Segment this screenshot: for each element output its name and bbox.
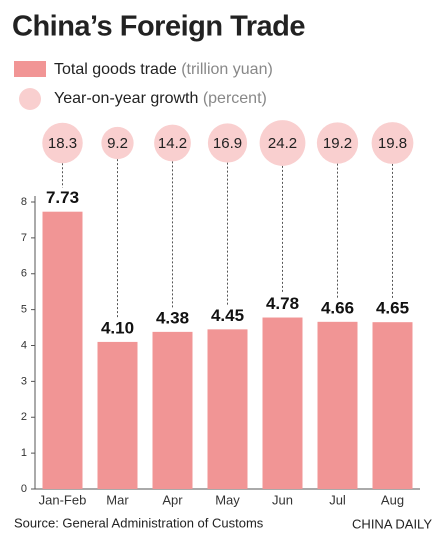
bar bbox=[372, 322, 413, 489]
y-tick-label: 7 bbox=[21, 232, 27, 244]
y-tick-label: 1 bbox=[21, 447, 27, 459]
bar bbox=[152, 331, 193, 489]
value-label: 4.45 bbox=[211, 306, 244, 325]
legend-swatch bbox=[19, 88, 41, 110]
bar bbox=[207, 329, 248, 489]
legend-label: Year-on-year growth (percent) bbox=[54, 90, 267, 107]
y-tick-label: 4 bbox=[21, 339, 27, 351]
x-tick-label: Mar bbox=[106, 492, 129, 507]
legend-name: Total goods trade bbox=[54, 61, 177, 78]
value-label: 4.10 bbox=[101, 318, 134, 337]
y-tick-label: 2 bbox=[21, 411, 27, 423]
value-label: 7.73 bbox=[46, 188, 79, 207]
value-label: 4.38 bbox=[156, 308, 189, 327]
legend-unit: (trillion yuan) bbox=[181, 61, 273, 78]
bubble bbox=[42, 122, 83, 164]
legend-name: Year-on-year growth bbox=[54, 90, 198, 107]
bar bbox=[317, 321, 358, 489]
bubble-label: 16.9 bbox=[213, 135, 242, 152]
bubble-label: 18.3 bbox=[48, 135, 77, 152]
bubble bbox=[101, 126, 134, 160]
x-tick-label: May bbox=[215, 492, 240, 507]
bubble-label: 9.2 bbox=[107, 135, 128, 152]
bubble bbox=[316, 122, 359, 164]
value-label: 4.78 bbox=[266, 294, 299, 313]
x-tick-label: Jun bbox=[272, 492, 293, 507]
y-tick-label: 8 bbox=[21, 196, 27, 208]
bar bbox=[97, 341, 138, 489]
legend-unit: (percent) bbox=[203, 90, 267, 107]
value-label: 4.66 bbox=[321, 298, 354, 317]
bubble bbox=[154, 124, 191, 162]
y-tick-label: 6 bbox=[21, 268, 27, 280]
legend-label: Total goods trade (trillion yuan) bbox=[54, 61, 273, 78]
source: Source: General Administration of Custom… bbox=[14, 515, 264, 530]
y-tick-label: 5 bbox=[21, 304, 27, 316]
x-tick-label: Jan-Feb bbox=[39, 492, 87, 507]
bubble-label: 19.8 bbox=[378, 135, 407, 152]
x-tick-label: Aug bbox=[381, 492, 404, 507]
bubble-label: 19.2 bbox=[323, 135, 352, 152]
chart-title: China’s Foreign Trade bbox=[12, 11, 305, 43]
bar bbox=[262, 317, 303, 489]
bubble bbox=[259, 120, 306, 166]
credit: CHINA DAILY bbox=[352, 516, 432, 531]
bubble bbox=[371, 122, 414, 164]
bubble-label: 24.2 bbox=[268, 135, 297, 152]
bar bbox=[42, 211, 83, 489]
bubble bbox=[207, 123, 248, 163]
y-tick-label: 0 bbox=[21, 483, 27, 495]
x-tick-label: Jul bbox=[329, 492, 346, 507]
x-tick-label: Apr bbox=[162, 492, 183, 507]
value-label: 4.65 bbox=[376, 299, 409, 318]
legend-swatch bbox=[14, 61, 46, 77]
y-tick-label: 3 bbox=[21, 375, 27, 387]
bubble-label: 14.2 bbox=[158, 135, 187, 152]
